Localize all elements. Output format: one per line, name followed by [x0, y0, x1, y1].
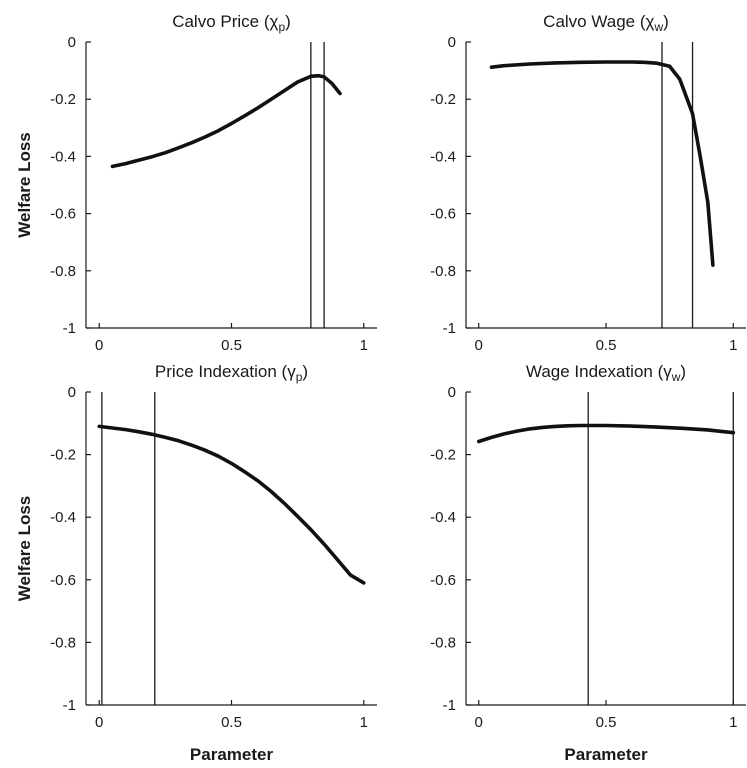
subplot-1: 0 -0.2 -0.4 -0.6 -0.8 -1 0 0.5 1 Calvo Price (χp)…: [15, 12, 377, 354]
x-tick-label: 1: [360, 337, 368, 354]
y-tick-label: -0.8: [430, 263, 456, 280]
y-tick-label: -0.4: [430, 148, 456, 165]
y-axis-label: Welfare Loss: [15, 496, 34, 602]
y-tick-label: -0.6: [50, 572, 76, 589]
y-tick-label: -0.8: [50, 263, 76, 280]
subplot-title: Wage Indexation (γw): [526, 362, 686, 384]
x-tick-label: 0: [95, 337, 103, 354]
subplot-4: 0 -0.2 -0.4 -0.6 -0.8 -1 0 0.5 1 Wage Indexation …: [430, 362, 746, 764]
y-tick-label: 0: [448, 34, 456, 51]
y-tick-label: -0.2: [50, 447, 76, 464]
subplot-2: 0 -0.2 -0.4 -0.6 -0.8 -1 0 0.5 1 Calvo Wage (χw): [430, 12, 746, 354]
y-tick-label: 0: [448, 384, 456, 401]
x-tick-label: 0: [95, 714, 103, 731]
welfare-loss-line: [110, 73, 342, 169]
x-tick-label: 0.5: [596, 714, 617, 731]
welfare-loss-line: [97, 424, 366, 585]
x-axis-label: Parameter: [564, 745, 648, 764]
y-tick-label: 0: [68, 34, 76, 51]
y-tick-label: -1: [63, 697, 76, 714]
y-tick-label: -1: [63, 320, 76, 337]
subplot-title: Calvo Wage (χw): [543, 12, 669, 34]
y-tick-label: -0.8: [50, 634, 76, 651]
y-tick-label: -0.4: [50, 509, 76, 526]
y-tick-label: -0.4: [430, 509, 456, 526]
y-tick-label: 0: [68, 384, 76, 401]
subplot-3: 0 -0.2 -0.4 -0.6 -0.8 -1 0 0.5 1 Price Indexation…: [15, 362, 377, 764]
y-tick-label: -0.6: [430, 572, 456, 589]
y-tick-label: -0.6: [50, 206, 76, 223]
y-tick-label: -1: [443, 320, 456, 337]
y-tick-label: -1: [443, 697, 456, 714]
x-tick-label: 0.5: [221, 714, 242, 731]
y-tick-label: -0.2: [430, 447, 456, 464]
welfare-loss-line: [476, 423, 736, 444]
x-tick-label: 0: [475, 337, 483, 354]
welfare-loss-line: [489, 60, 715, 267]
y-tick-label: -0.6: [430, 206, 456, 223]
subplot-title: Price Indexation (γp): [155, 362, 308, 384]
y-tick-label: -0.8: [430, 634, 456, 651]
x-axis-label: Parameter: [190, 745, 274, 764]
x-tick-label: 1: [729, 714, 737, 731]
x-tick-label: 0.5: [596, 337, 617, 354]
x-tick-label: 1: [360, 714, 368, 731]
x-tick-label: 0: [475, 714, 483, 731]
y-axis-label: Welfare Loss: [15, 132, 34, 238]
x-tick-label: 1: [729, 337, 737, 354]
y-tick-label: -0.2: [430, 91, 456, 108]
y-tick-label: -0.4: [50, 148, 76, 165]
x-tick-label: 0.5: [221, 337, 242, 354]
subplot-title: Calvo Price (χp): [172, 12, 291, 34]
y-tick-label: -0.2: [50, 91, 76, 108]
